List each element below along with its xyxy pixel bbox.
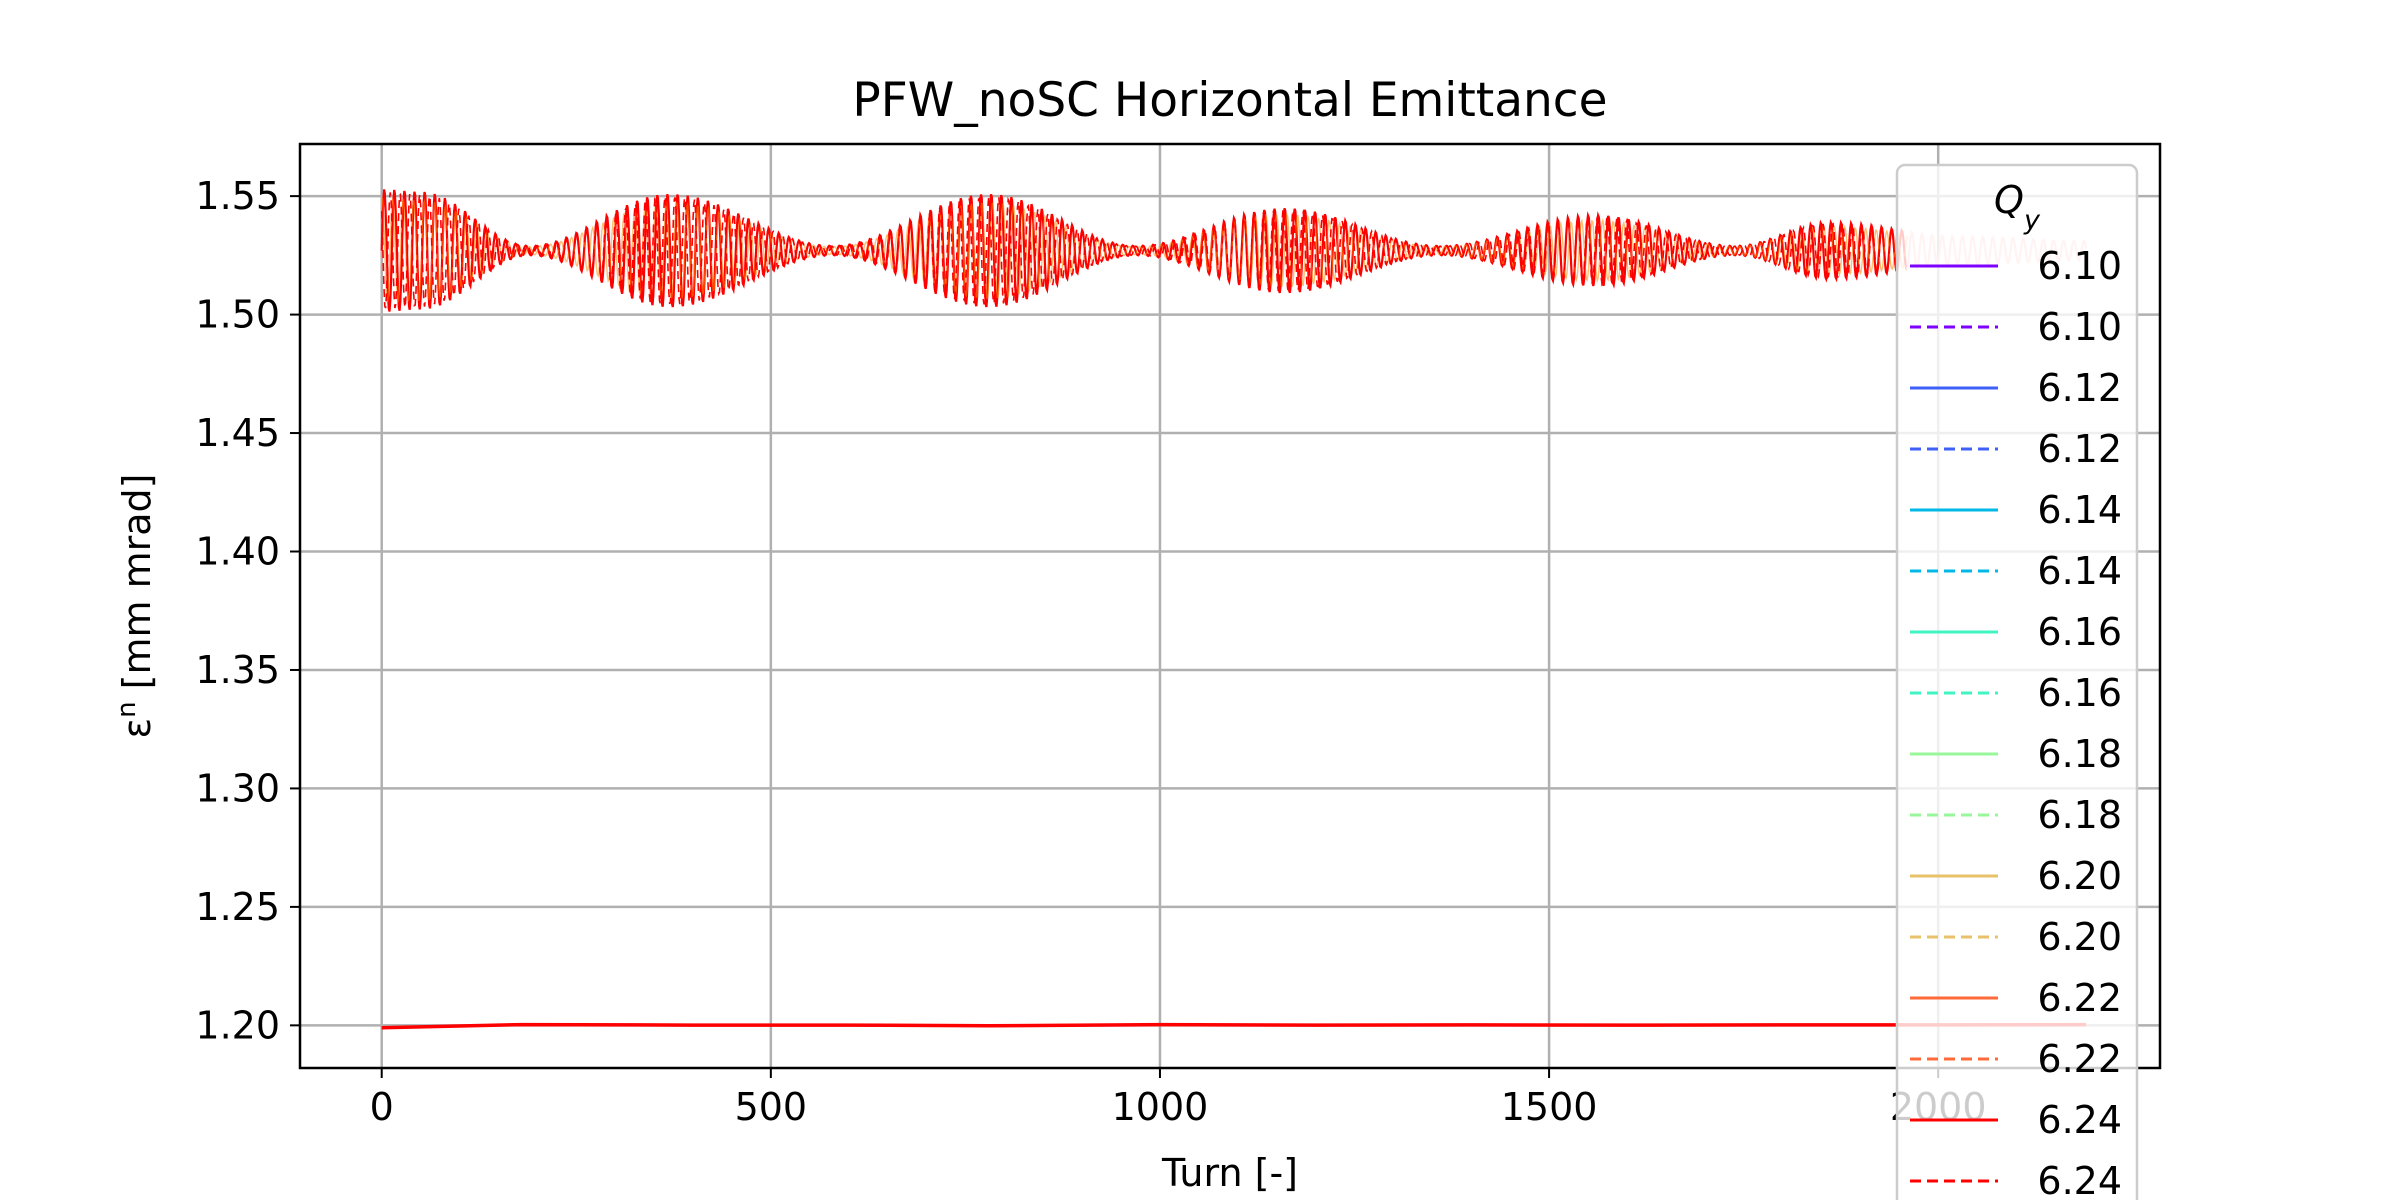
y-tick-label: 1.50 — [195, 293, 280, 337]
grid-lines — [300, 144, 2160, 1068]
legend-entry: 6.24 — [1910, 1159, 2122, 1200]
legend-label: 6.16 — [2037, 671, 2122, 715]
x-tick-label: 0 — [370, 1085, 394, 1129]
x-axis-label: Turn [-] — [1161, 1151, 1298, 1195]
y-tick-label: 1.25 — [195, 885, 280, 929]
legend-label: 6.10 — [2037, 305, 2122, 349]
legend-title-symbol: Q — [1994, 178, 2024, 222]
legend-label: 6.14 — [2037, 488, 2122, 532]
x-tick-label: 1500 — [1501, 1085, 1598, 1129]
legend-label: 6.20 — [2037, 854, 2122, 898]
y-tick-label: 1.35 — [195, 648, 280, 692]
legend-entry: 6.16 — [1910, 610, 2122, 654]
legend-entry: 6.24 — [1910, 1098, 2122, 1142]
legend-entry: 6.16 — [1910, 671, 2122, 715]
legend-title: Qy — [1994, 178, 2041, 236]
legend-entry: 6.12 — [1910, 427, 2122, 471]
y-axis-label-units: [mm mrad] — [115, 474, 159, 702]
y-tick-label: 1.55 — [195, 174, 280, 218]
emittance-band-dashed — [380, 192, 1908, 309]
legend: Qy 6.106.106.126.126.146.146.166.166.186… — [1895, 163, 2139, 1200]
y-tick-label: 1.20 — [195, 1003, 280, 1047]
legend-entry: 6.22 — [1910, 976, 2122, 1020]
y-axis-label: εn [mm mrad] — [112, 474, 159, 739]
legend-label: 6.20 — [2037, 915, 2122, 959]
legend-entry: 6.18 — [1910, 732, 2122, 776]
legend-label: 6.16 — [2037, 610, 2122, 654]
legend-entry: 6.22 — [1910, 1037, 2122, 1081]
legend-entry: 6.10 — [1910, 305, 2122, 349]
legend-label: 6.12 — [2037, 427, 2122, 471]
plot-data — [380, 189, 2088, 1030]
legend-entry: 6.20 — [1910, 915, 2122, 959]
legend-label: 6.22 — [2037, 976, 2122, 1020]
legend-entry: 6.14 — [1910, 549, 2122, 593]
x-tick-label: 500 — [735, 1085, 808, 1129]
legend-box — [1895, 163, 2139, 1200]
legend-entries: 6.10 6.10 6.12 6.12 6.14 6.14 6.16 6.16 6.18 6.18… — [1910, 244, 2122, 1200]
y-tick-label: 1.45 — [195, 411, 280, 455]
chart-title: PFW_noSC Horizontal Emittance — [852, 73, 1607, 128]
legend-label: 6.14 — [2037, 549, 2122, 593]
legend-label: 6.24 — [2037, 1098, 2122, 1142]
plot-frame — [298, 142, 2162, 1070]
legend-entry: 6.18 — [1910, 793, 2122, 837]
legend-label: 6.24 — [2037, 1159, 2122, 1200]
y-tick-label: 1.40 — [195, 530, 280, 574]
legend-entry: 6.10 — [1910, 244, 2122, 288]
y-axis-label-superscript: n — [112, 701, 142, 717]
x-tick-label: 1000 — [1112, 1085, 1209, 1129]
emittance-lower-line — [381, 1022, 2087, 1030]
legend-entry: 6.20 — [1910, 854, 2122, 898]
emittance-band-overlay — [381, 197, 1908, 303]
legend-label: 6.22 — [2037, 1037, 2122, 1081]
legend-label: 6.18 — [2037, 793, 2122, 837]
legend-label: 6.10 — [2037, 244, 2122, 288]
y-tick-label: 1.30 — [195, 766, 280, 810]
legend-label: 6.12 — [2037, 366, 2122, 410]
legend-entry: 6.14 — [1910, 488, 2122, 532]
y-axis-label-symbol: ε — [115, 718, 159, 739]
legend-title-subscript: y — [2023, 205, 2041, 236]
legend-label: 6.18 — [2037, 732, 2122, 776]
legend-entry: 6.12 — [1910, 366, 2122, 410]
